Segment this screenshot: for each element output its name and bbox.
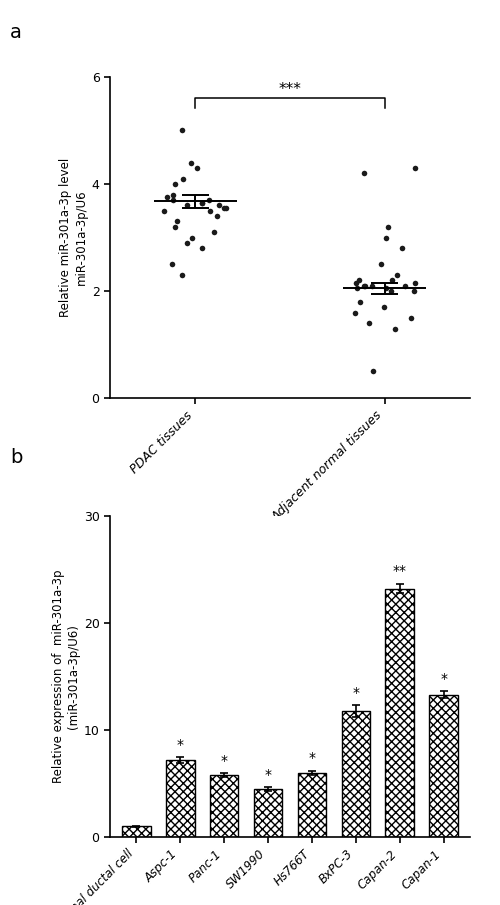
Text: *: *: [220, 754, 228, 767]
Point: [182, 235, 190, 250]
Bar: [122, 826, 150, 837]
Point: [368, 279, 376, 293]
Bar: [166, 760, 194, 837]
Point: [350, 305, 358, 319]
Point: [178, 171, 186, 186]
Point: [212, 209, 220, 224]
Point: [198, 195, 205, 210]
Point: [198, 195, 206, 210]
Bar: [430, 695, 458, 837]
Text: *: *: [440, 672, 447, 686]
Point: [183, 198, 191, 213]
Bar: [298, 773, 326, 837]
Text: ***: ***: [278, 82, 301, 97]
Point: [410, 284, 418, 299]
Point: [169, 187, 177, 202]
Point: [365, 316, 373, 330]
Point: [193, 161, 201, 176]
Point: [171, 176, 179, 191]
Point: [169, 193, 177, 207]
Point: [411, 161, 419, 176]
Point: [160, 204, 168, 218]
Point: [198, 241, 206, 255]
Point: [398, 241, 406, 255]
Point: [384, 220, 392, 234]
Point: [188, 230, 196, 244]
Point: [352, 281, 360, 296]
Text: *: *: [176, 738, 184, 752]
Point: [362, 279, 370, 293]
Point: [388, 273, 396, 288]
Point: [380, 300, 388, 314]
Bar: [254, 789, 282, 837]
Point: [220, 201, 228, 215]
Point: [360, 167, 368, 181]
Point: [382, 281, 390, 296]
Point: [178, 123, 186, 138]
Text: *: *: [308, 751, 316, 765]
Point: [187, 156, 195, 170]
Y-axis label: Relative expression of  miR-301a-3p
(miR-301a-3p/U6): Relative expression of miR-301a-3p (miR-…: [52, 570, 80, 783]
Point: [206, 204, 214, 218]
Point: [410, 276, 418, 291]
Text: *: *: [352, 685, 360, 700]
Point: [168, 257, 176, 272]
Point: [392, 268, 400, 282]
Text: a: a: [10, 23, 22, 42]
Point: [352, 276, 360, 291]
Bar: [210, 775, 238, 837]
Point: [210, 225, 218, 240]
Point: [368, 364, 376, 378]
Point: [377, 257, 385, 272]
Point: [391, 321, 399, 336]
Point: [360, 279, 368, 293]
Text: **: **: [393, 565, 407, 578]
Point: [204, 193, 212, 207]
Point: [386, 284, 394, 299]
Point: [171, 220, 179, 234]
Text: *: *: [264, 767, 272, 782]
Bar: [342, 710, 370, 837]
Point: [356, 294, 364, 309]
Point: [355, 273, 363, 288]
Bar: [386, 588, 414, 837]
Point: [382, 230, 390, 244]
Point: [222, 201, 230, 215]
Point: [215, 198, 223, 213]
Point: [163, 190, 171, 205]
Text: b: b: [10, 448, 22, 467]
Point: [400, 279, 408, 293]
Point: [172, 214, 180, 229]
Point: [178, 268, 186, 282]
Point: [407, 310, 415, 325]
Y-axis label: Relative miR-301a-3p level
miR-301a-3p/U6: Relative miR-301a-3p level miR-301a-3p/U…: [60, 158, 88, 317]
